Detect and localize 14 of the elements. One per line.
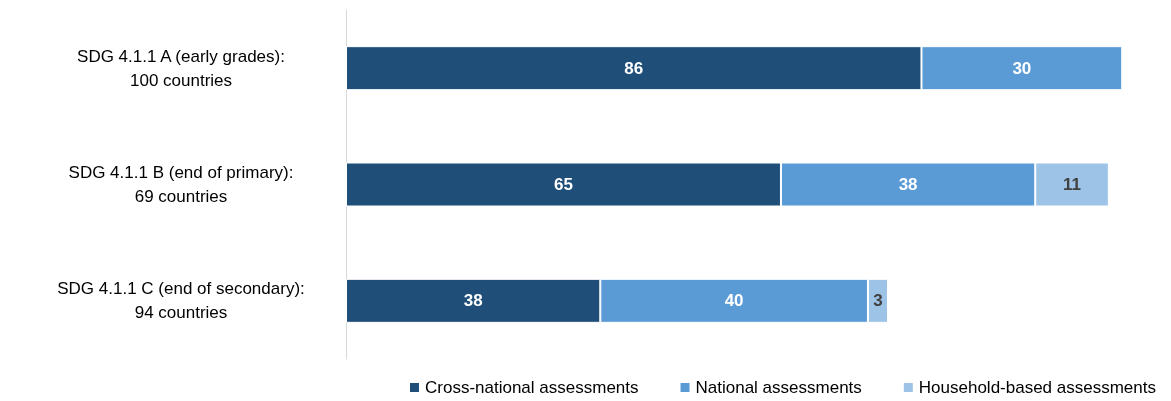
data-label: 40 [724, 291, 744, 311]
legend-label: Cross-national assessments [424, 378, 639, 397]
data-label: 3 [873, 291, 883, 311]
data-label: 86 [624, 58, 644, 78]
y-tick-label: SDG 4.1.1 B (end of primary): 69 countries [68, 163, 294, 206]
data-label: 38 [898, 175, 918, 194]
legend-label: National assessments [695, 378, 862, 397]
data-label: 11 [1063, 175, 1082, 194]
data-label: 65 [554, 175, 573, 194]
y-tick-label: SDG 4.1.1 A (early grades): 100 countries [77, 46, 285, 90]
y-tick-label: SDG 4.1.1 C (end of secondary): 94 countries [57, 279, 305, 323]
legend-label: Household-based assessments [918, 378, 1156, 397]
data-label: 38 [463, 291, 483, 311]
data-label: 30 [1012, 58, 1032, 78]
